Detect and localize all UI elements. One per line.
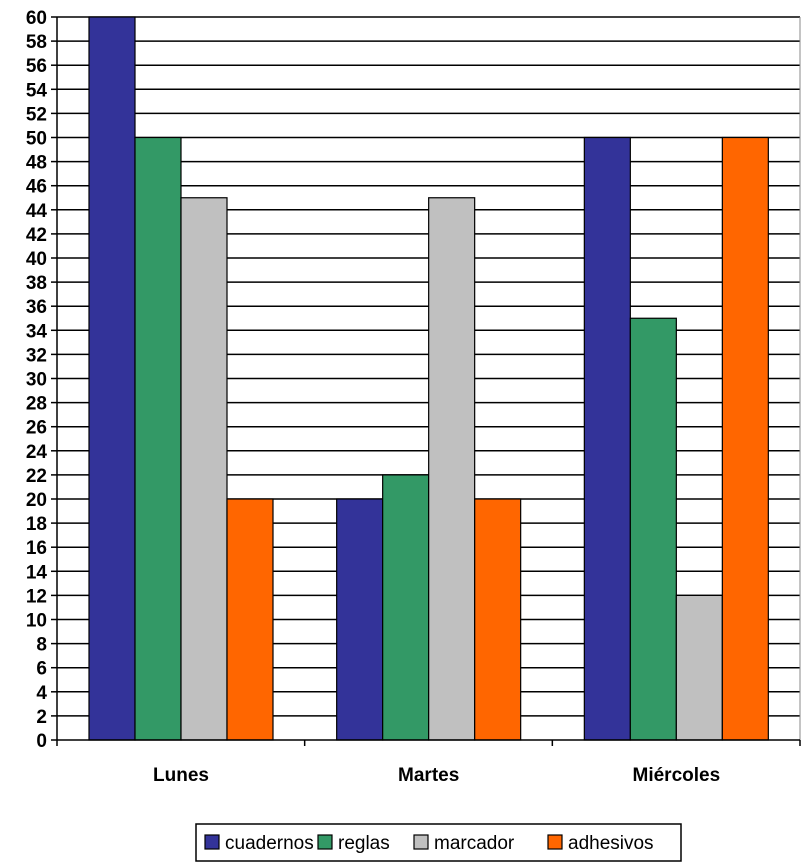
y-tick-label: 58 bbox=[26, 32, 47, 53]
y-tick-label: 52 bbox=[26, 104, 47, 125]
y-tick-label: 24 bbox=[26, 442, 48, 463]
bar-adhesivos-miércoles bbox=[721, 136, 769, 741]
y-tick-label: 38 bbox=[26, 273, 47, 294]
category-labels: Lunes Martes Miércoles bbox=[153, 765, 720, 786]
y-tick-label: 46 bbox=[26, 177, 47, 198]
y-tick-label: 56 bbox=[26, 56, 47, 77]
legend-swatch bbox=[317, 834, 333, 850]
legend-label: marcador bbox=[434, 833, 515, 854]
bar-reglas-miércoles bbox=[629, 317, 677, 741]
legend-swatch bbox=[413, 834, 429, 850]
y-tick-label: 16 bbox=[26, 538, 47, 559]
y-tick-label: 32 bbox=[26, 345, 47, 366]
y-tick-label: 20 bbox=[26, 490, 47, 511]
y-tick-label: 30 bbox=[26, 370, 47, 391]
legend-label: reglas bbox=[338, 833, 390, 854]
legend-swatch bbox=[547, 834, 563, 850]
legend: cuadernos reglas marcador adhesivos bbox=[195, 823, 682, 862]
bar-cuadernos-martes bbox=[336, 498, 384, 741]
bar-reglas-lunes bbox=[134, 136, 182, 741]
legend-label: adhesivos bbox=[568, 833, 654, 854]
legend-label: cuadernos bbox=[225, 833, 314, 854]
bar-adhesivos-martes bbox=[474, 498, 522, 741]
category-label: Martes bbox=[398, 765, 459, 786]
axes bbox=[51, 16, 801, 746]
bar-marcador-martes bbox=[428, 197, 476, 741]
y-tick-label: 0 bbox=[36, 731, 47, 752]
category-label: Miércoles bbox=[633, 765, 721, 786]
y-tick-label: 44 bbox=[26, 201, 48, 222]
bar-marcador-miércoles bbox=[675, 594, 723, 741]
y-tick-label: 14 bbox=[26, 562, 48, 583]
y-tick-label: 34 bbox=[26, 321, 48, 342]
y-tick-label: 8 bbox=[36, 635, 47, 656]
legend-box bbox=[195, 823, 682, 862]
y-tick-label: 22 bbox=[26, 466, 47, 487]
y-tick-label: 10 bbox=[26, 611, 47, 632]
category-label: Lunes bbox=[153, 765, 209, 786]
bar-cuadernos-lunes bbox=[88, 16, 136, 741]
y-tick-label: 28 bbox=[26, 394, 47, 415]
bar-cuadernos-miércoles bbox=[583, 136, 631, 741]
y-tick-labels: 0246810121416182022242628303234363840424… bbox=[26, 8, 48, 752]
bar-marcador-lunes bbox=[180, 197, 228, 741]
y-tick-label: 40 bbox=[26, 249, 47, 270]
y-tick-label: 50 bbox=[26, 129, 47, 150]
y-tick-label: 18 bbox=[26, 514, 47, 535]
y-tick-label: 12 bbox=[26, 586, 47, 607]
y-tick-label: 60 bbox=[26, 8, 47, 29]
y-tick-label: 4 bbox=[36, 683, 47, 704]
bars bbox=[88, 16, 769, 741]
y-tick-label: 42 bbox=[26, 225, 47, 246]
bar-reglas-martes bbox=[382, 474, 430, 741]
legend-swatch bbox=[204, 834, 220, 850]
y-tick-label: 2 bbox=[36, 707, 47, 728]
y-tick-label: 48 bbox=[26, 153, 47, 174]
y-tick-label: 54 bbox=[26, 80, 48, 101]
y-tick-label: 36 bbox=[26, 297, 47, 318]
bar-adhesivos-lunes bbox=[226, 498, 274, 741]
y-tick-label: 6 bbox=[36, 659, 47, 680]
y-tick-label: 26 bbox=[26, 418, 47, 439]
